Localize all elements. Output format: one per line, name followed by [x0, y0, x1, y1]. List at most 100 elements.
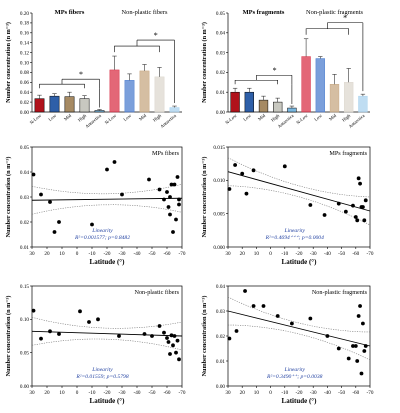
x-tick-label: -30: [310, 390, 317, 396]
y-tick-label: 0.08: [20, 70, 29, 76]
category-label: Mid: [328, 112, 338, 121]
bar: [94, 110, 105, 113]
category-label: Low: [242, 112, 252, 122]
y-tick-label: 0.12: [20, 50, 29, 56]
y-tick-label: 0.04: [216, 284, 225, 290]
bar: [344, 82, 354, 113]
data-point: [358, 304, 362, 308]
data-point: [361, 321, 365, 326]
data-point: [243, 289, 247, 293]
panel-1: Number concentration (n m⁻³) 0.00 0.02 0.04…: [5, 9, 182, 129]
category-label: Antarctica: [348, 113, 366, 129]
y-tick-label: 0.04: [216, 31, 225, 37]
category-label: N-Low: [29, 113, 43, 126]
data-point: [227, 336, 232, 341]
y-axis-label: Number concentration (n m⁻³): [5, 22, 12, 103]
data-point: [363, 198, 368, 203]
y-tick-label: 0.18: [20, 21, 29, 27]
y-tick-label: 0.02: [20, 100, 29, 106]
y-axis-label: Number concentration (n m⁻³): [5, 296, 12, 377]
sig-bracket: [305, 28, 350, 35]
y-tick-label: 0.10: [20, 60, 29, 66]
x-tick-label: 10: [254, 251, 260, 257]
y-tick-label: 0.03: [216, 50, 225, 56]
data-point: [120, 192, 124, 197]
x-tick-label: -70: [179, 390, 186, 396]
category-label: Mid: [63, 112, 73, 121]
data-point: [48, 200, 52, 204]
data-point: [244, 191, 249, 196]
y-axis-label: Number concentration (n m⁻³): [5, 157, 12, 238]
data-point: [39, 336, 43, 341]
data-point: [362, 218, 367, 223]
bar: [64, 96, 75, 113]
bar: [287, 107, 297, 113]
data-point: [251, 304, 256, 308]
confidence-band-lower: [227, 324, 371, 361]
data-point: [162, 330, 166, 335]
data-point: [177, 357, 181, 362]
y-tick-label: 0.005: [213, 211, 225, 217]
data-point: [290, 321, 294, 326]
y-tick-label: 0.14: [20, 41, 29, 47]
legend-title: Linearity: [91, 367, 113, 373]
legend-stats: R²=0.4694⁺⁺⁺; p=0.0004: [265, 235, 325, 241]
y-tick-label: 0.000: [213, 245, 225, 251]
bar: [49, 95, 60, 113]
panel-title: MPs fragments: [329, 150, 367, 157]
y-tick-label: 0.10: [20, 317, 29, 323]
data-point: [343, 209, 348, 214]
sig-star: *: [79, 70, 83, 79]
legend-stats: R²=0.001577; p=0.8482: [74, 235, 130, 241]
confidence-band-lower: [227, 185, 371, 226]
x-tick-label: -50: [149, 251, 156, 257]
y-tick-label: 0.05: [20, 145, 29, 151]
bar: [329, 84, 340, 113]
y-tick-label: 0.015: [213, 145, 225, 151]
y-tick-label: 0.05: [216, 11, 225, 17]
x-tick-label: -10: [281, 390, 288, 396]
x-tick-label: 0: [269, 251, 272, 257]
y-tick-label: 0.04: [20, 170, 29, 176]
data-point: [166, 340, 171, 344]
category-label: Mid: [257, 112, 267, 121]
y-tick-label: 0.02: [216, 70, 225, 76]
y-tick-label: 0.01: [20, 245, 29, 251]
data-point: [308, 316, 313, 321]
y-tick-label: 0.00: [216, 384, 225, 390]
panel-title: MPs fibers: [152, 150, 180, 157]
data-point: [52, 230, 57, 234]
x-tick-label: 10: [59, 251, 65, 257]
data-point: [171, 343, 175, 348]
data-point: [351, 203, 355, 208]
data-point: [361, 205, 365, 209]
data-point: [48, 329, 52, 334]
legend-title: Linearity: [283, 367, 305, 373]
category-label: Low: [313, 112, 323, 122]
bar: [301, 56, 311, 113]
x-tick-label: -40: [324, 390, 331, 396]
category-label: Mid: [138, 112, 148, 121]
sig-bracket: [234, 79, 279, 85]
x-tick-label: -20: [104, 390, 111, 396]
data-point: [166, 205, 171, 209]
category-label: High: [341, 112, 352, 122]
x-axis-label: Latitude (°): [90, 258, 126, 266]
bar: [169, 107, 180, 113]
data-point: [162, 197, 166, 202]
data-point: [142, 332, 147, 336]
data-point: [346, 356, 351, 361]
x-tick-label: 0: [269, 390, 272, 396]
y-tick-label: 0.06: [20, 80, 29, 86]
y-tick-label: 0.03: [20, 195, 29, 201]
x-tick-label: -60: [164, 390, 171, 396]
data-point: [117, 334, 121, 338]
data-point: [78, 309, 82, 314]
bar: [109, 69, 120, 113]
x-tick-label: -30: [310, 251, 317, 257]
panel-2: Number concentration (n m⁻³) 0.00 0.01 0.02…: [201, 9, 370, 129]
data-point: [172, 334, 177, 338]
data-point: [57, 220, 61, 224]
x-tick-label: -40: [134, 390, 141, 396]
x-tick-label: -30: [119, 251, 126, 257]
